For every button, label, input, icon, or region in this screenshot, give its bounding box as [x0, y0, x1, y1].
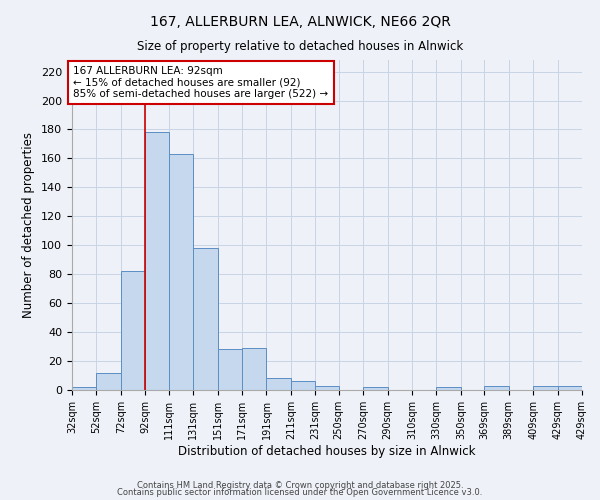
Text: Size of property relative to detached houses in Alnwick: Size of property relative to detached ho…	[137, 40, 463, 53]
Bar	[218, 350, 242, 390]
Text: Contains public sector information licensed under the Open Government Licence v3: Contains public sector information licen…	[118, 488, 482, 497]
Bar	[484, 386, 509, 390]
X-axis label: Distribution of detached houses by size in Alnwick: Distribution of detached houses by size …	[178, 444, 476, 458]
Y-axis label: Number of detached properties: Number of detached properties	[22, 132, 35, 318]
Bar	[363, 387, 388, 390]
Bar	[169, 154, 193, 390]
Bar	[145, 132, 169, 390]
Bar	[193, 248, 218, 390]
Bar	[121, 272, 145, 390]
Bar	[72, 387, 97, 390]
Bar	[316, 386, 338, 390]
Bar	[436, 387, 461, 390]
Text: 167 ALLERBURN LEA: 92sqm
← 15% of detached houses are smaller (92)
85% of semi-d: 167 ALLERBURN LEA: 92sqm ← 15% of detach…	[73, 66, 328, 99]
Bar	[291, 382, 316, 390]
Bar	[97, 372, 121, 390]
Text: 167, ALLERBURN LEA, ALNWICK, NE66 2QR: 167, ALLERBURN LEA, ALNWICK, NE66 2QR	[149, 15, 451, 29]
Bar	[266, 378, 291, 390]
Text: Contains HM Land Registry data © Crown copyright and database right 2025.: Contains HM Land Registry data © Crown c…	[137, 480, 463, 490]
Bar	[557, 386, 582, 390]
Bar	[242, 348, 266, 390]
Bar	[533, 386, 557, 390]
